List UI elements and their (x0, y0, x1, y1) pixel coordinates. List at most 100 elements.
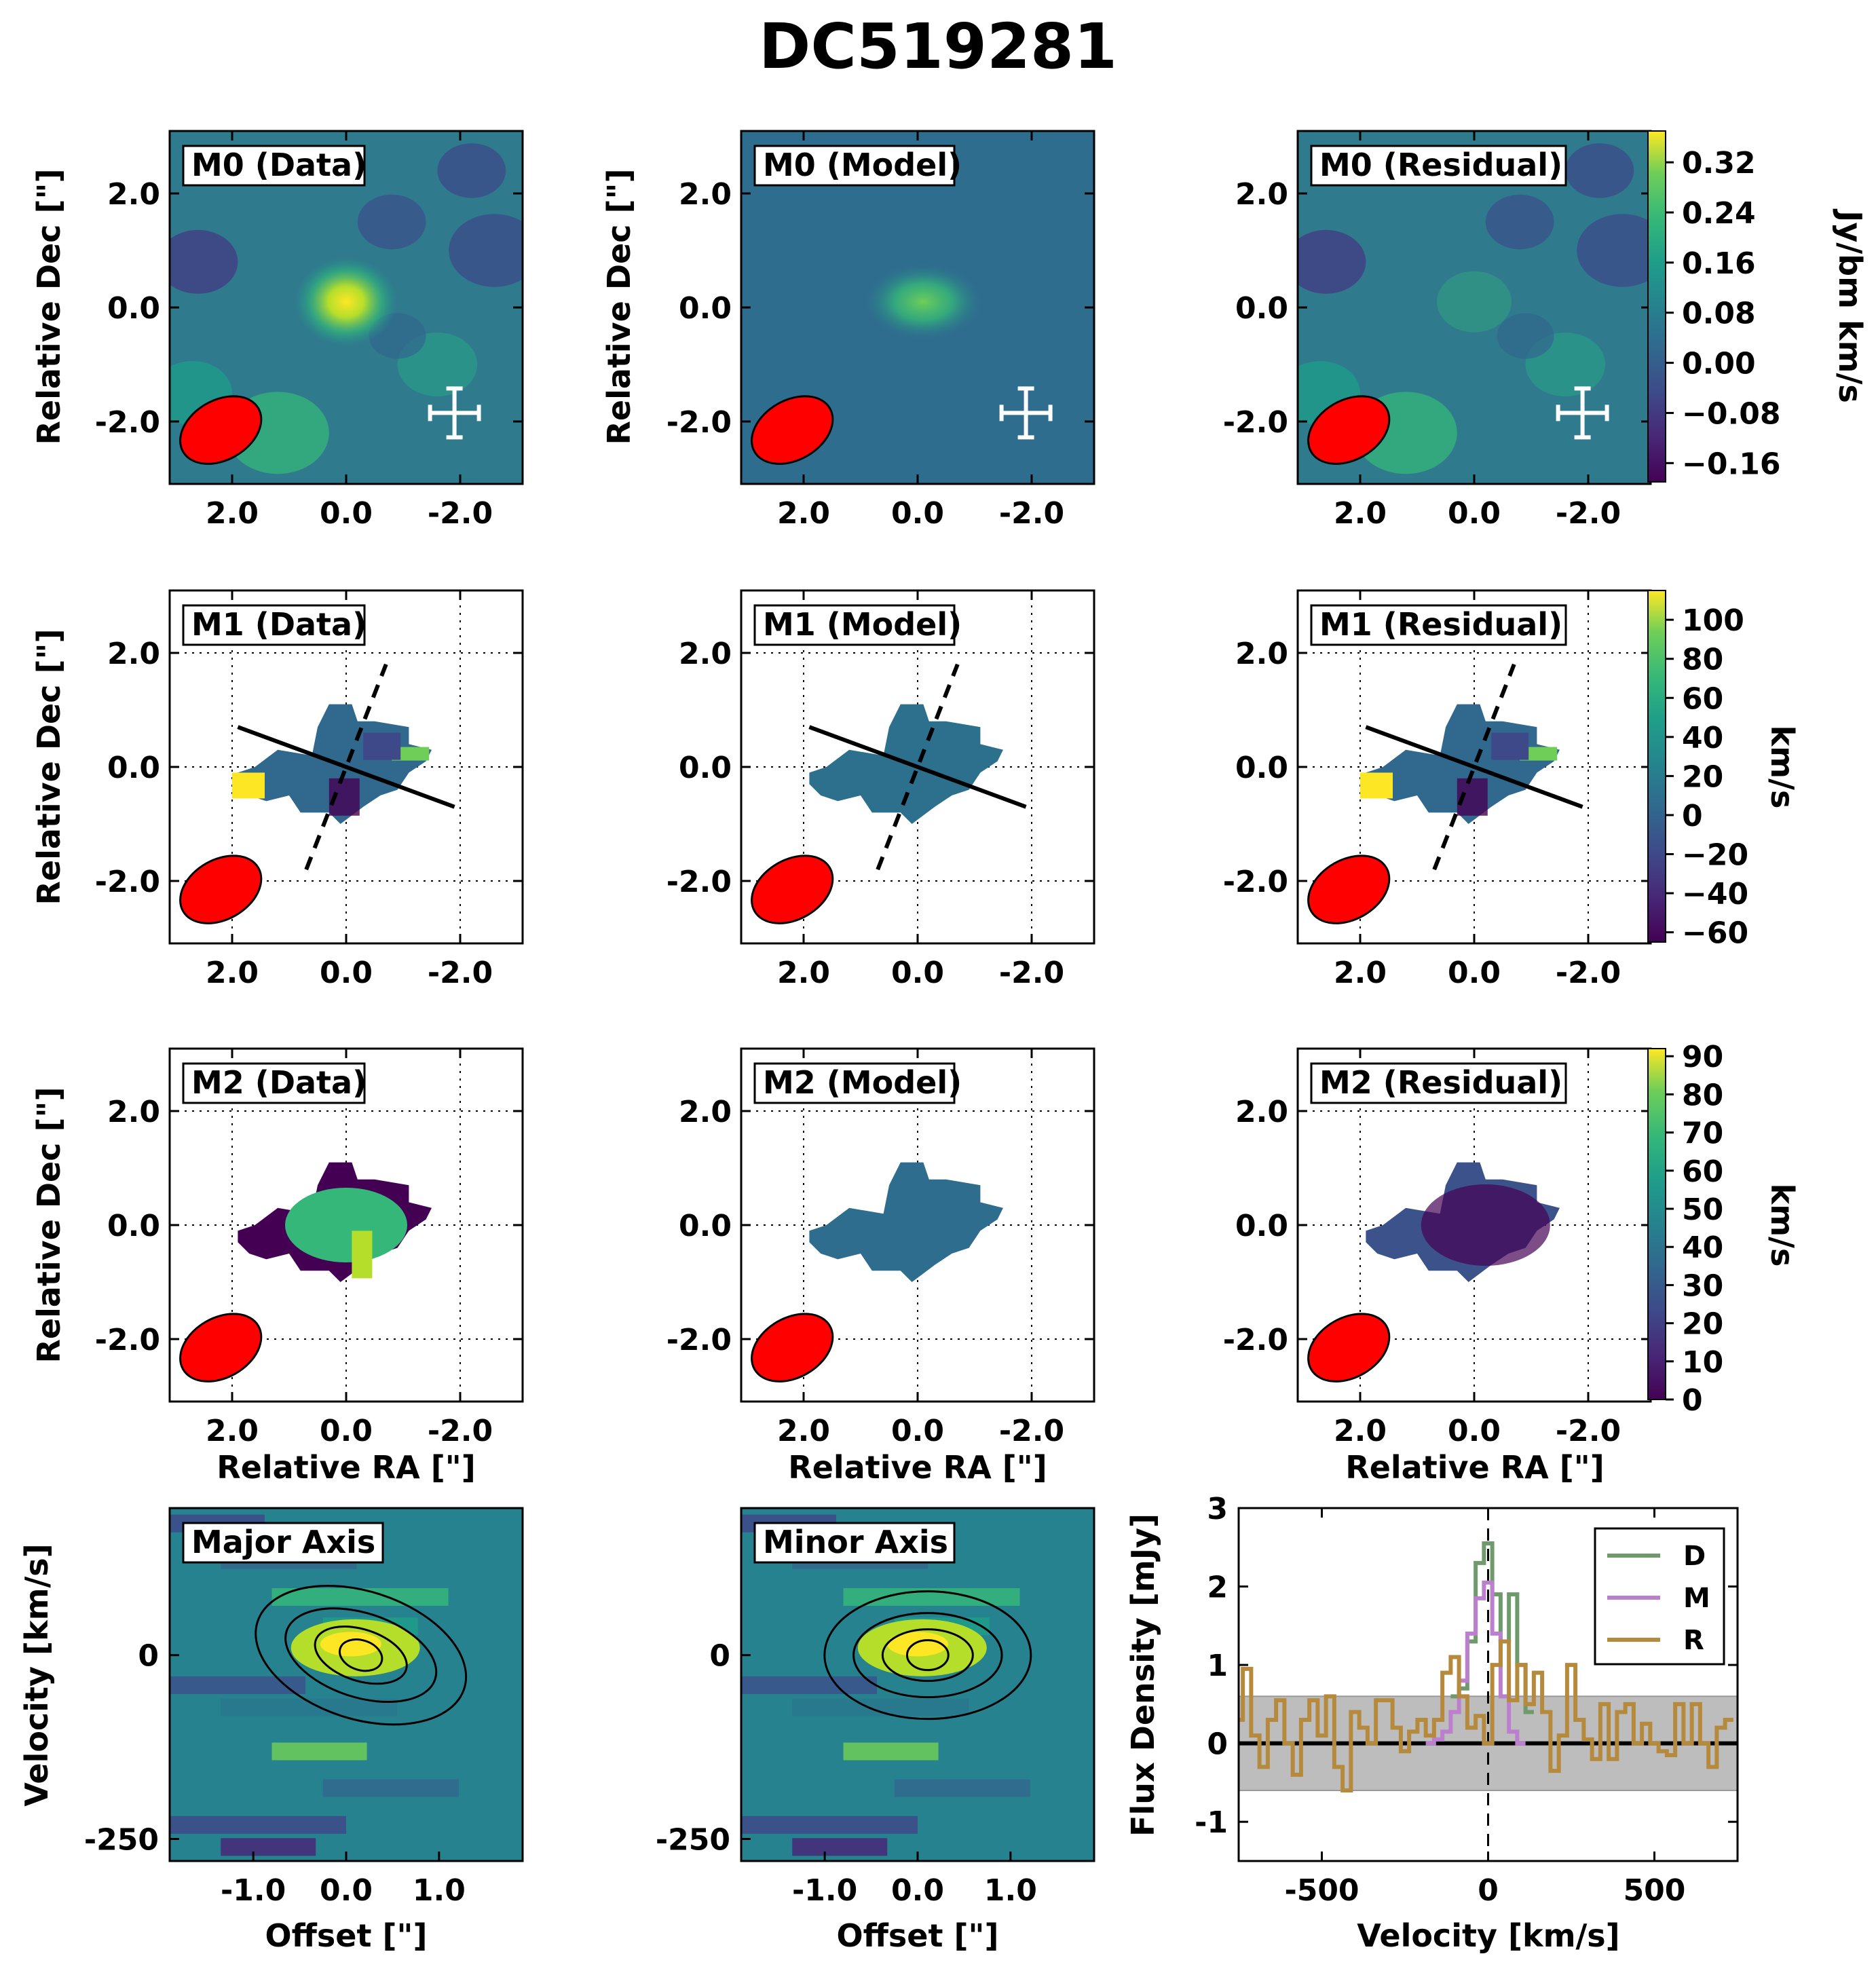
flux-tick-label: 1 (1207, 1649, 1228, 1683)
pv-contour (823, 1590, 1032, 1721)
offset-tick-label: 0.0 (320, 1873, 373, 1908)
major-axis-line (1365, 725, 1583, 809)
dec-tick-label: -2.0 (1223, 405, 1288, 440)
noise-feature (1577, 214, 1651, 287)
dec-tick-label: 0.0 (679, 1209, 732, 1243)
colorbar-m1-tick-label: 60 (1682, 681, 1723, 716)
pv-noise-band (792, 1838, 888, 1856)
colorbar-m2: km/s (1647, 1048, 1801, 1400)
panel-title-box (182, 1062, 366, 1104)
ra-tick-label: 0.0 (891, 496, 944, 531)
map-panel-m1_model: M1 (Model) 2.0 2.0 0.0 0.0 -2.0 -2.0 (667, 589, 1095, 990)
colorbar-m1-tick-label: 0 (1682, 799, 1703, 833)
ra-tick-label: 2.0 (1334, 496, 1387, 531)
beam-ellipse (751, 854, 834, 924)
offset-label-minor: Offset ["] (837, 1917, 999, 1954)
colorbar-m2-tick-label: 80 (1682, 1078, 1723, 1112)
panel-title: Minor Axis (763, 1524, 948, 1560)
dec-tick-label: 0.0 (1235, 751, 1288, 785)
panel-title: M2 (Data) (191, 1064, 367, 1101)
ra-tick-label: -2.0 (428, 956, 493, 990)
dec-label-row1: Relative Dec ["] (31, 168, 67, 445)
velocity-tick-label: 0 (1478, 1873, 1499, 1908)
pv-contour (255, 1585, 468, 1726)
colorbar-m0-tick-label: 0.32 (1682, 146, 1756, 181)
velocity-tick-label: -500 (1284, 1873, 1359, 1908)
beam-ellipse (179, 395, 263, 465)
ra-tick-label: 0.0 (320, 496, 373, 531)
map-panel-m2_data: M2 (Data) 2.0 2.0 0.0 0.0 -2.0 -2.0 (95, 1047, 524, 1448)
pv-panel-pv_major: Major Axis 0 -250 -1.0 0.0 1.0 (84, 1507, 524, 1908)
pv-noise-band (741, 1676, 877, 1694)
pv-noise-band (792, 1698, 969, 1716)
ra-tick-label: 0.0 (320, 956, 373, 990)
residual-emission (1437, 271, 1512, 333)
dec-label-row2: Relative Dec ["] (31, 628, 67, 905)
emission-peak (295, 257, 397, 346)
residual-dispersion (1421, 1184, 1550, 1266)
ra-tick-label: 2.0 (206, 1414, 259, 1448)
colorbar-m2-tick-label: 60 (1682, 1154, 1723, 1189)
panel-title-box (1310, 604, 1567, 646)
pv-emission-peak (887, 1632, 948, 1657)
ra-tick-label: 2.0 (1334, 956, 1387, 990)
major-axis-line (808, 725, 1027, 809)
pv-noise-band (170, 1676, 305, 1694)
pv-velocity-tick-label: -250 (84, 1823, 159, 1858)
velocity-field-region (809, 1162, 1003, 1282)
noise-feature (1485, 194, 1554, 250)
colorbar-m0-tick-label: 0.16 (1682, 246, 1756, 281)
colorbar-m0-label: Jy/bm km/s (1832, 208, 1869, 402)
pv-noise-band (843, 1742, 939, 1761)
spectrum-panel: 3 2 1 0 -1 -500 0 500 DMR (1195, 1492, 1739, 1908)
offset-tick-label: -1.0 (221, 1873, 286, 1908)
map-panel-m1_data: M1 (Data) 2.0 2.0 0.0 0.0 -2.0 -2.0 (95, 589, 524, 990)
ra-tick-label: -2.0 (999, 496, 1064, 531)
ra-tick-label: -2.0 (428, 1414, 493, 1448)
ra-tick-label: 2.0 (206, 496, 259, 531)
ra-tick-label: -2.0 (999, 956, 1064, 990)
map-panel-m0_model: M0 (Model) 2.0 2.0 0.0 0.0 -2.0 -2.0 (667, 130, 1095, 531)
colorbar-m2-tick-label: 0 (1682, 1383, 1703, 1418)
panel-title-box (753, 1522, 956, 1564)
offset-tick-label: 1.0 (984, 1873, 1037, 1908)
beam-ellipse (1307, 854, 1391, 924)
noise-feature (1565, 143, 1634, 198)
dec-tick-label: -2.0 (95, 1323, 160, 1357)
dec-tick-label: -2.0 (1223, 865, 1288, 899)
flux-tick-label: -1 (1195, 1805, 1228, 1840)
panel-title: M2 (Model) (763, 1064, 962, 1101)
pv-contour (339, 1638, 383, 1672)
offset-tick-label: -1.0 (792, 1873, 857, 1908)
colorbar-m1-tick-label: 100 (1682, 603, 1744, 638)
colorbar-m2-tick-label: 20 (1682, 1307, 1723, 1342)
dispersion-peak (285, 1188, 407, 1262)
noise-feature (1298, 229, 1366, 294)
figure-title: DC519281 (759, 10, 1117, 83)
panel-title: M1 (Model) (763, 606, 962, 643)
panel-title-box (753, 1062, 956, 1104)
pv-contour (314, 1626, 408, 1685)
flux-tick-label: 2 (1207, 1571, 1228, 1605)
colorbar-m0-tick-label: 0.08 (1682, 297, 1756, 331)
pv-noise-band (271, 1742, 367, 1761)
dec-tick-label: 2.0 (679, 1095, 732, 1129)
dec-tick-label: -2.0 (667, 405, 732, 440)
dec-tick-label: 2.0 (679, 177, 732, 212)
colorbar-m1-tick-label: 40 (1682, 721, 1723, 755)
pv-noise-band (741, 1816, 918, 1834)
ra-tick-label: 0.0 (891, 1414, 944, 1448)
dec-tick-label: 0.0 (107, 291, 160, 326)
ra-tick-label: 2.0 (777, 956, 830, 990)
colorbar-m0-tick-label: −0.08 (1682, 396, 1780, 431)
colorbar-m2-label: km/s (1764, 1184, 1801, 1267)
ra-tick-label: 2.0 (777, 496, 830, 531)
dec-tick-label: -2.0 (95, 405, 160, 440)
pv-emission-peak (320, 1632, 381, 1657)
ra-tick-label: -2.0 (1556, 1414, 1621, 1448)
panel-title: M2 (Residual) (1319, 1064, 1562, 1101)
dispersion-peak (352, 1230, 373, 1279)
colorbar-m1-tick-label: 80 (1682, 643, 1723, 677)
dec-tick-label: 2.0 (679, 637, 732, 671)
panel-title: Major Axis (191, 1524, 375, 1560)
